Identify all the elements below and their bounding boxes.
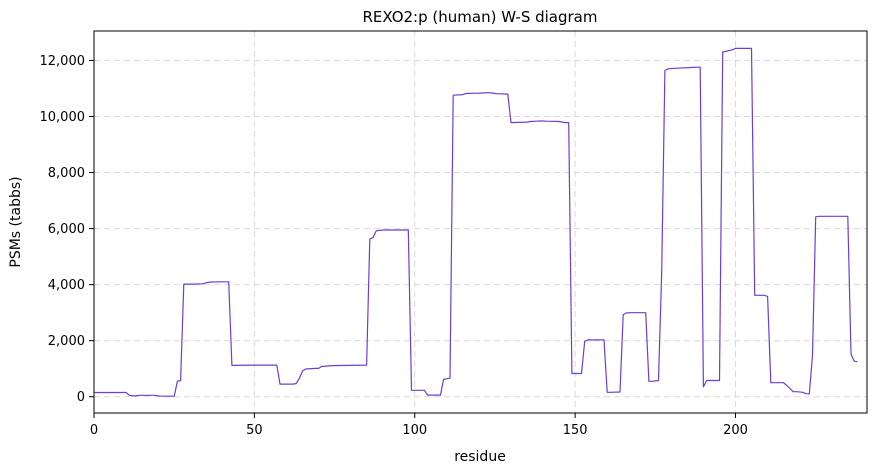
x-tick-label: 0 <box>90 423 98 438</box>
grid-lines <box>93 31 867 413</box>
y-tick-label: 12,000 <box>40 54 86 69</box>
x-tick-label: 100 <box>402 423 427 438</box>
y-axis-title: PSMs (tabbs) <box>8 176 24 267</box>
x-axis-ticks: 0 50 100 150 200 <box>90 413 748 438</box>
y-tick-label: 6,000 <box>48 222 85 237</box>
x-tick-label: 150 <box>563 423 588 438</box>
y-tick-label: 8,000 <box>48 166 85 181</box>
psm-series-line <box>94 47 858 397</box>
y-tick-label: 2,000 <box>48 334 85 349</box>
y-axis-ticks: 0 2,000 4,000 6,000 8,000 10,000 12,000 <box>40 54 94 405</box>
x-tick-label: 200 <box>723 423 748 438</box>
y-tick-label: 10,000 <box>40 110 86 125</box>
x-tick-label: 50 <box>246 423 263 438</box>
y-tick-label: 0 <box>77 390 85 405</box>
chart-title: REXO2:p (human) W-S diagram <box>362 8 597 26</box>
plot-frame <box>93 30 868 414</box>
y-tick-label: 4,000 <box>48 278 85 293</box>
x-axis-title: residue <box>454 449 506 465</box>
